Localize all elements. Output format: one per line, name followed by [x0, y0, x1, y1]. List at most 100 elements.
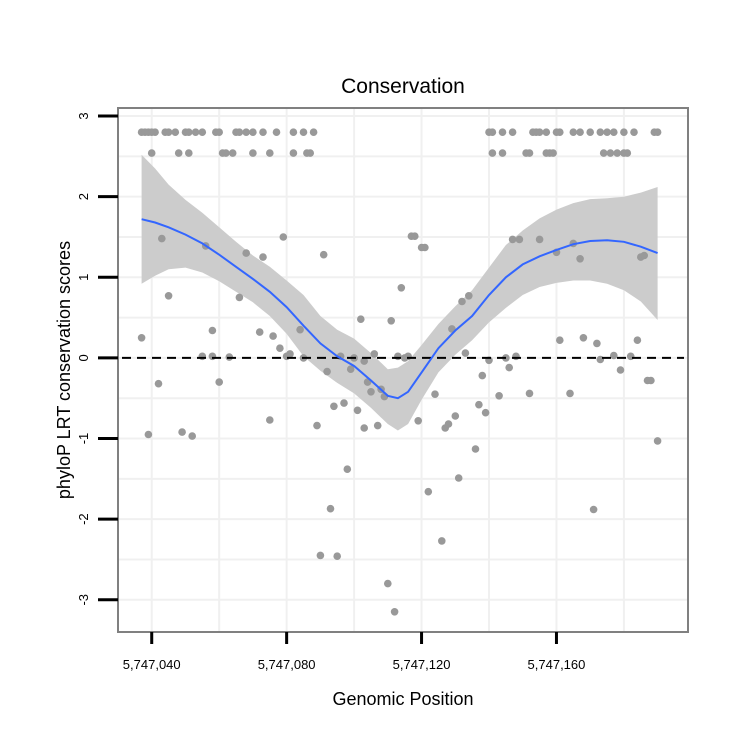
- data-point: [566, 389, 574, 398]
- data-point: [373, 421, 382, 430]
- data-point: [154, 379, 163, 388]
- data-point: [620, 128, 628, 136]
- y-axis-label: phyloP LRT conservation scores: [54, 241, 74, 499]
- data-point: [360, 424, 369, 432]
- data-point: [208, 326, 217, 335]
- x-axis-label: Genomic Position: [332, 689, 473, 709]
- data-point: [411, 232, 419, 240]
- x-tick-label: 5,747,040: [123, 657, 181, 672]
- data-point: [535, 235, 544, 244]
- data-point: [289, 128, 298, 136]
- data-point: [360, 357, 369, 365]
- data-point: [390, 608, 399, 616]
- data-point: [508, 128, 517, 136]
- data-point: [333, 552, 342, 560]
- data-point: [653, 128, 662, 136]
- data-point: [272, 128, 281, 136]
- x-axis: 5,747,040 5,747,080 5,747,120 5,747,160: [123, 632, 586, 672]
- data-point: [525, 149, 534, 157]
- data-point: [458, 297, 466, 306]
- data-point: [330, 402, 338, 411]
- data-point: [215, 128, 223, 136]
- data-point: [606, 149, 615, 157]
- data-point: [235, 293, 244, 302]
- data-point: [367, 388, 375, 396]
- x-tick-label: 5,747,080: [258, 657, 316, 672]
- data-point: [535, 128, 544, 136]
- data-point: [228, 149, 237, 157]
- data-point: [610, 128, 618, 136]
- data-point: [397, 284, 406, 292]
- data-point: [164, 292, 173, 300]
- data-point: [542, 128, 551, 136]
- data-point: [353, 406, 362, 415]
- data-point: [461, 349, 470, 357]
- data-point: [451, 412, 460, 420]
- data-point: [414, 417, 423, 425]
- data-point: [454, 474, 463, 482]
- data-point: [343, 465, 352, 474]
- x-tick-label: 5,747,160: [528, 657, 586, 672]
- data-point: [387, 317, 396, 325]
- data-point: [242, 128, 250, 136]
- data-point: [249, 149, 257, 157]
- data-point: [593, 339, 601, 348]
- data-point: [185, 128, 193, 136]
- data-point: [340, 399, 348, 407]
- data-point: [576, 128, 584, 136]
- data-point: [249, 128, 257, 136]
- plot-frame: [117, 107, 689, 633]
- data-point: [475, 400, 483, 409]
- data-point: [147, 149, 156, 157]
- data-point: [266, 416, 274, 424]
- data-point: [299, 128, 308, 136]
- data-point: [185, 149, 193, 157]
- data-point: [178, 428, 186, 436]
- data-point: [488, 128, 497, 136]
- data-point: [215, 378, 223, 386]
- y-axis: -3 -2 -1 0 1 2 3: [76, 112, 118, 606]
- data-point: [586, 128, 594, 136]
- y-tick-label: -1: [76, 433, 91, 445]
- data-point: [319, 250, 328, 259]
- y-tick-label: -2: [76, 513, 91, 525]
- y-tick-label: 2: [76, 193, 91, 200]
- data-point: [610, 351, 618, 360]
- chart-title: Conservation: [341, 75, 465, 98]
- data-point: [424, 487, 433, 496]
- y-tick-label: -3: [76, 594, 91, 606]
- data-point: [647, 376, 655, 385]
- data-point: [589, 505, 598, 514]
- data-point: [569, 128, 578, 136]
- data-point: [289, 149, 298, 157]
- data-point: [222, 149, 230, 157]
- data-point: [326, 504, 335, 513]
- data-point: [158, 234, 166, 243]
- data-point: [623, 149, 632, 157]
- data-point: [198, 352, 207, 361]
- data-point: [309, 128, 318, 136]
- data-point: [296, 325, 304, 334]
- data-point: [613, 149, 621, 157]
- data-point: [357, 315, 365, 324]
- data-point: [259, 253, 267, 261]
- confidence-band: [141, 154, 658, 431]
- data-point: [286, 350, 294, 358]
- data-point: [421, 243, 429, 252]
- data-point: [171, 128, 180, 136]
- data-point: [137, 334, 146, 342]
- data-point: [640, 251, 648, 260]
- data-point: [626, 352, 635, 361]
- data-point: [481, 408, 490, 417]
- data-point: [269, 332, 277, 340]
- data-point: [191, 128, 200, 136]
- data-point: [465, 292, 473, 300]
- data-point: [653, 437, 662, 445]
- data-point: [431, 390, 439, 399]
- data-point: [633, 336, 642, 345]
- data-point: [512, 352, 520, 361]
- data-point: [579, 334, 588, 342]
- data-point: [235, 128, 244, 136]
- data-point: [549, 149, 557, 157]
